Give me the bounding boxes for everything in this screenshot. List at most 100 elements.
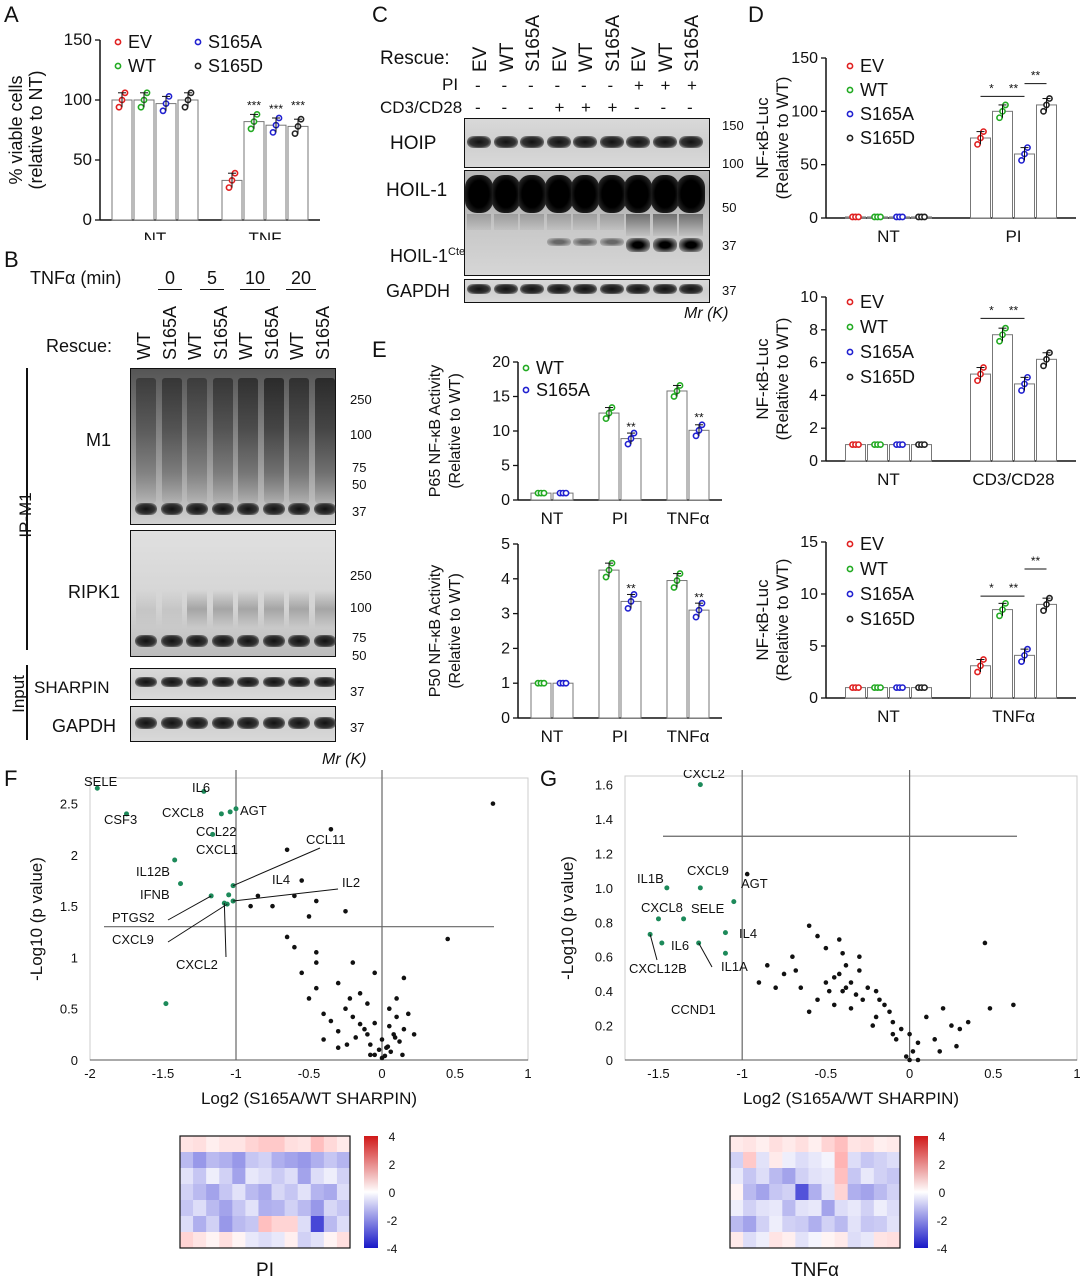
data-point (887, 1009, 892, 1015)
y-tick-label: 100 (64, 90, 92, 109)
heatmap-cell (258, 1152, 273, 1169)
heatmap-cell (245, 1136, 259, 1153)
y-tick-label: 6 (809, 355, 818, 372)
gene-label-IL6: IL6 (192, 780, 210, 795)
data-point-S165A (1018, 658, 1025, 665)
heatmap-cell (310, 1136, 325, 1153)
y-axis-label: (Relative to WT) (447, 573, 464, 689)
heatmap-cell (284, 1232, 299, 1249)
panel-letter-d: D (748, 2, 764, 27)
heatmap-cell (795, 1184, 809, 1201)
data-point-S165A (562, 489, 570, 497)
blot-label-hoip: HOIP (390, 133, 437, 154)
y-axis-label: -Log10 (p value) (558, 856, 577, 980)
data-point (798, 985, 804, 991)
data-point (306, 914, 312, 919)
heatmap-cell (756, 1216, 770, 1233)
heatmap-cell (336, 1136, 351, 1153)
legend-marker-S165A (846, 110, 854, 118)
y-tick-label: 0 (501, 710, 510, 727)
blot-label-m1: M1 (86, 430, 112, 450)
heatmap-cell (847, 1168, 862, 1185)
data-point-EV (974, 141, 981, 148)
heatmap-cell (219, 1216, 233, 1233)
data-point-WT (540, 489, 548, 497)
heatmap-cell (847, 1216, 862, 1233)
band-m1-37 (313, 503, 336, 515)
data-point (255, 893, 261, 899)
data-point (350, 1014, 356, 1020)
y-tick-label: 15 (800, 534, 818, 551)
band-hoip (626, 136, 650, 148)
heatmap-cell (310, 1168, 325, 1185)
cd3cd28-sign: + (607, 98, 618, 117)
data-point (392, 1035, 398, 1040)
y-axis-label: NF-κB-Luc (753, 97, 772, 179)
data-point (982, 940, 988, 946)
band-sharpin (313, 677, 336, 687)
data-point (764, 963, 770, 968)
lane-label: S165A (261, 305, 282, 360)
lane-label: S165A (312, 305, 333, 360)
leader-line (167, 903, 228, 943)
data-point (873, 988, 879, 994)
data-point (907, 1057, 912, 1063)
data-point (394, 1014, 399, 1020)
heatmap-cell (297, 1216, 312, 1233)
heatmap-cell (886, 1184, 901, 1201)
data-point (873, 1014, 879, 1020)
y-tick-label: 3 (501, 606, 510, 623)
gene-point (163, 1001, 169, 1007)
gene-point (124, 811, 129, 817)
color-scale-tick: 4 (389, 1130, 396, 1144)
heatmap-cell (743, 1184, 757, 1201)
cd3cd28-sign: + (581, 98, 591, 117)
tnf-time-label: TNFα (min) (30, 268, 122, 288)
heatmap-cell (769, 1200, 783, 1217)
heatmap-cell (206, 1200, 220, 1217)
data-point-EV (855, 213, 862, 221)
data-point (306, 996, 312, 1001)
y-tick-label: 0 (501, 492, 510, 509)
heatmap-cell (743, 1232, 757, 1249)
band-gapdh (211, 717, 234, 729)
legend-marker-S165D (194, 62, 202, 70)
blot-label-sharpin: SHARPIN (34, 678, 110, 697)
smear-hoil1 (626, 214, 650, 236)
heatmap-cell (769, 1216, 783, 1233)
gene-point (696, 940, 702, 946)
panel-d-tnf-bar-chart: 0 5 10 15 NF-κB-Luc (Relative to WT) NT TNFα EV W… (753, 534, 1076, 726)
data-point (401, 975, 407, 981)
band-gapdh-c (573, 284, 597, 294)
legend-marker-S165D (846, 615, 854, 623)
band-gapdh-c (520, 284, 544, 294)
gene-point (722, 930, 728, 936)
gene-label-CXCL1: CXCL1 (196, 842, 238, 857)
data-point (335, 980, 341, 986)
gene-label-PTGS2: PTGS2 (112, 910, 155, 925)
leader-line (167, 895, 212, 921)
panel-letter-f: F (4, 766, 18, 791)
gene-point (655, 916, 661, 922)
y-tick-label: 1.4 (595, 812, 613, 827)
y-axis-label: (Relative to WT) (773, 77, 792, 200)
heatmap-cell (297, 1168, 312, 1185)
marker-c-100: 100 (722, 156, 744, 171)
band-sharpin (288, 677, 310, 687)
smear-hoil1 (493, 214, 518, 230)
bar-WT (992, 334, 1013, 462)
panel-letter-a: A (4, 2, 19, 27)
pi-sign: - (581, 76, 587, 95)
heatmap-cell (219, 1168, 233, 1185)
x-tick-label: -1 (230, 1066, 242, 1081)
panel-g-heatmap: 4 2 0 -2 -4 TNFα (729, 1130, 948, 1278)
heatmap-cell (873, 1168, 888, 1185)
y-axis-label: P65 NF-κB Activity (427, 365, 444, 497)
data-point (910, 1049, 916, 1054)
color-scale-tick: 0 (939, 1186, 946, 1200)
heatmap-cell (795, 1168, 809, 1185)
bar-S165A (688, 609, 710, 719)
blot-label-ripk1: RIPK1 (68, 582, 121, 602)
gene-label-CSF3: CSF3 (104, 812, 137, 827)
gene-point (659, 940, 665, 946)
